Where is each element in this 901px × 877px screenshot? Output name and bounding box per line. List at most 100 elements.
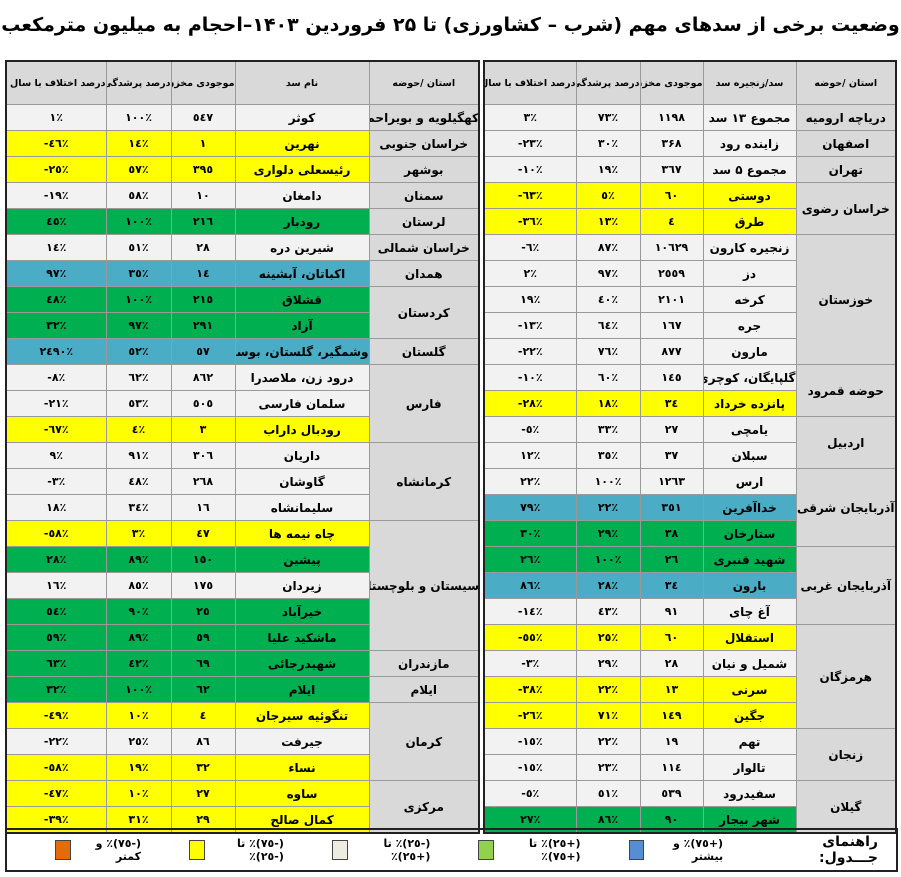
fill-percent-cell: ۱۹٪ — [575, 156, 641, 183]
legend-item: (+۷٥)٪ و بیشتر — [628, 837, 723, 863]
table-row: پیشین ۱٥۰ ۸۹٪ ۲۸٪ — [5, 546, 479, 573]
volume-cell: ۳۸ — [639, 520, 704, 547]
table-row: کرمان تنگوئیه سیرجان ٤ ۱۰٪ -٤۹٪ — [5, 702, 480, 781]
legend-item-text: (-۲٥)٪ تا (+۲٥)٪ — [383, 837, 431, 863]
diff-percent-cell: -٦٪ — [483, 234, 577, 261]
table-row: مارون ۸۷۷ ۷٦٪ -۲۲٪ — [483, 338, 896, 365]
column-header: نام سد — [234, 60, 370, 105]
dam-name-cell: خداآفرین — [702, 494, 797, 521]
fill-percent-cell: ۹۷٪ — [575, 260, 641, 287]
dams-table-right: استان /حوضه سد/زنجیره سد موجودی مخزن درصد پ… — [483, 60, 897, 834]
diff-percent-cell: ٥۹٪ — [5, 624, 107, 651]
fill-percent-cell: ٤۰٪ — [575, 286, 641, 313]
table-row: آذربایجان شرقی ارس ۱۲٦۳ ۱۰۰٪ ۲۲٪ — [483, 468, 897, 547]
volume-cell: ۱٤ — [170, 260, 236, 287]
diff-percent-cell: ۱۹٪ — [483, 286, 577, 313]
table-row: اردبیل یامچی ۲۷ ۳۳٪ -٥٪ — [483, 416, 897, 469]
fill-percent-cell: ۱۰۰٪ — [575, 546, 641, 573]
table-row: مرکزی ساوه ۲۷ ۱۰٪ -٤۷٪ — [5, 780, 480, 834]
fill-percent-cell: ۱۰۰٪ — [105, 286, 172, 313]
dam-name-cell: خیرآباد — [234, 598, 370, 625]
diff-percent-cell: ۹۷٪ — [5, 260, 107, 287]
dam-name-cell: طرق — [702, 208, 797, 235]
table-header-row: استان /حوضه نام سد موجودی مخزن درصد پرشدگی د… — [5, 60, 480, 105]
volume-cell: ۱۷٥ — [170, 572, 236, 599]
diff-percent-cell: ٦۳٪ — [5, 650, 107, 677]
fill-percent-cell: ۷۳٪ — [575, 104, 641, 131]
volume-cell: ۱۹ — [639, 728, 704, 755]
legend-label: راهنمای جـــدول: — [819, 834, 878, 866]
table-row: بارون ۳٤ ۲۸٪ ۸٦٪ — [483, 572, 896, 599]
dam-name-cell: زنجیره کارون — [702, 234, 797, 261]
diff-percent-cell: ۳٪ — [483, 104, 577, 131]
fill-percent-cell: ۳٪ — [105, 520, 172, 547]
column-header: درصد اختلاف با سال قبل — [5, 60, 107, 105]
table-row: مازندران شهیدرجائی ٦۹ ٤۲٪ ٦۳٪ — [5, 650, 480, 677]
table-row: آذربایجان غربی شهید قنبری ۲٦ ۱۰۰٪ ۲٦٪ — [483, 546, 897, 625]
dam-name-cell: درود زن، ملاصدرا — [234, 364, 370, 391]
fill-percent-cell: ۹۷٪ — [105, 312, 172, 339]
diff-percent-cell: ٤۸٪ — [5, 286, 107, 313]
volume-cell: ۱۰ — [170, 182, 236, 209]
fill-percent-cell: ۱۹٪ — [105, 754, 172, 781]
column-header: موجودی مخزن — [170, 60, 236, 105]
diff-percent-cell: -۱۹٪ — [5, 182, 107, 209]
volume-cell: ۱۲٦۳ — [639, 468, 704, 495]
diff-percent-cell: ٤٥٪ — [5, 208, 107, 235]
fill-percent-cell: ٤۳٪ — [575, 598, 641, 625]
fill-percent-cell: ۲٥٪ — [105, 728, 172, 755]
volume-cell: ۲۱۰۱ — [639, 286, 704, 313]
diff-percent-cell: ۱٪ — [5, 104, 107, 131]
diff-percent-cell: -۲۲٪ — [483, 338, 577, 365]
province-cell: کردستان — [368, 286, 480, 339]
province-cell: اصفهان — [795, 130, 897, 157]
diff-percent-cell: -۳٪ — [483, 650, 577, 677]
volume-cell: ۸٦۲ — [170, 364, 236, 391]
table-row: ماشکید علیا ٥۹ ۸۹٪ ٥۹٪ — [5, 624, 479, 651]
dam-name-cell: کرخه — [702, 286, 797, 313]
table-row: فارس درود زن، ملاصدرا ۸٦۲ ٦۲٪ -۸٪ — [5, 364, 480, 443]
table-row: همدان اکباتان، آبشینه ۱٤ ۳٥٪ ۹۷٪ — [5, 260, 480, 287]
province-cell: خراسان شمالی — [368, 234, 480, 261]
column-header: استان /حوضه — [795, 60, 897, 105]
volume-cell: ٤ — [170, 702, 236, 729]
diff-percent-cell: -۱٤٪ — [483, 598, 577, 625]
table-row: ایلام ایلام ٦۲ ۱۰۰٪ ۳۲٪ — [5, 676, 480, 703]
legend-item: (+۲٥)٪ تا (+۷٥)٪ — [478, 837, 581, 863]
diff-percent-cell: -۲٥٪ — [5, 156, 107, 183]
legend-item: (-۷٥)٪ و کمتر — [55, 837, 141, 863]
fill-percent-cell: ۷۱٪ — [575, 702, 641, 729]
volume-cell: ۱ — [170, 130, 236, 157]
volume-cell: ٥۳۹ — [639, 780, 704, 807]
dam-name-cell: دز — [702, 260, 797, 287]
dam-name-cell: تنگوئیه سیرجان — [234, 702, 370, 729]
dam-name-cell: ستارخان — [702, 520, 797, 547]
diff-percent-cell: ۳۲٪ — [5, 676, 107, 703]
fill-percent-cell: ٥۸٪ — [105, 182, 172, 209]
fill-percent-cell: ۱۰۰٪ — [105, 104, 172, 131]
table-row: کرمانشاه داریان ۳۰٦ ۹۱٪ ۹٪ — [5, 442, 480, 521]
table-row: سیستان و بلوچستان چاه نیمه ها ٤۷ ۳٪ -٥۸٪ — [5, 520, 480, 651]
volume-cell: ۳۰٦ — [170, 442, 236, 469]
legend-color-swatch — [331, 840, 348, 860]
diff-percent-cell: -۸٪ — [5, 364, 107, 391]
column-header: درصد پرشدگی — [105, 60, 172, 105]
fill-percent-cell: ٥۳٪ — [105, 390, 172, 417]
dam-name-cell: زیردان — [234, 572, 370, 599]
volume-cell: ٦۰ — [639, 624, 704, 651]
province-cell: گلستان — [368, 338, 480, 365]
fill-percent-cell: ٦۰٪ — [575, 364, 641, 391]
diff-percent-cell: ۱٤٪ — [5, 234, 107, 261]
fill-percent-cell: ۱۸٪ — [575, 390, 641, 417]
table-row: سمنان دامغان ۱۰ ٥۸٪ -۱۹٪ — [5, 182, 480, 209]
dam-name-cell: کوثر — [234, 104, 370, 131]
fill-percent-cell: ۱۰۰٪ — [105, 676, 172, 703]
fill-percent-cell: ۱۰۰٪ — [105, 208, 172, 235]
province-cell: کرمان — [368, 702, 480, 781]
volume-cell: ۹۱ — [639, 598, 704, 625]
diff-percent-cell: ۱۲٪ — [483, 442, 577, 469]
province-cell: حوضه قمرود — [795, 364, 897, 417]
dam-name-cell: جره — [702, 312, 797, 339]
dam-name-cell: مارون — [702, 338, 797, 365]
fill-percent-cell: ٤۲٪ — [105, 650, 172, 677]
